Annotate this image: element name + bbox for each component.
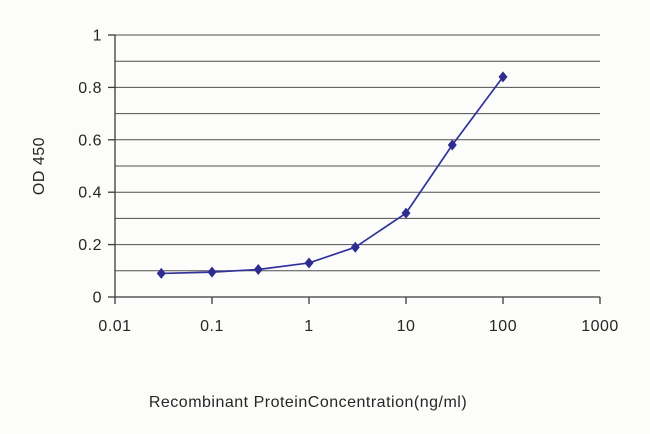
y-tick-label: 0.6 bbox=[78, 132, 102, 149]
y-tick-label: 0.4 bbox=[78, 185, 102, 202]
data-point-marker bbox=[304, 257, 314, 269]
data-point-marker bbox=[498, 71, 508, 83]
y-tick-label: 0.2 bbox=[78, 237, 102, 254]
data-point-marker bbox=[447, 139, 457, 151]
data-point-marker bbox=[253, 263, 263, 275]
x-tick-label: 1000 bbox=[581, 318, 619, 335]
x-tick-label: 0.01 bbox=[98, 318, 131, 335]
x-tick-label: 100 bbox=[489, 318, 517, 335]
x-tick-label: 1 bbox=[304, 318, 313, 335]
x-axis-title: Recombinant ProteinConcentration(ng/ml) bbox=[149, 394, 467, 411]
data-point-marker bbox=[156, 267, 166, 279]
axes bbox=[108, 34, 601, 304]
data-point-marker bbox=[401, 207, 411, 219]
tick-labels: 0 0.2 0.4 0.6 0.8 1 0.01 0.1 1 10 100 1000 bbox=[78, 28, 619, 336]
y-axis-title: OD 450 bbox=[31, 137, 48, 195]
y-tick-label: 1 bbox=[93, 28, 102, 45]
y-tick-label: 0 bbox=[93, 290, 102, 307]
data-series bbox=[156, 71, 508, 279]
x-tick-label: 10 bbox=[397, 318, 416, 335]
y-tick-label: 0.8 bbox=[78, 80, 102, 97]
data-point-marker bbox=[350, 241, 360, 253]
series-line bbox=[161, 76, 504, 275]
data-point-marker bbox=[207, 266, 217, 278]
x-tick-label: 0.1 bbox=[200, 318, 224, 335]
gridlines bbox=[115, 34, 600, 272]
